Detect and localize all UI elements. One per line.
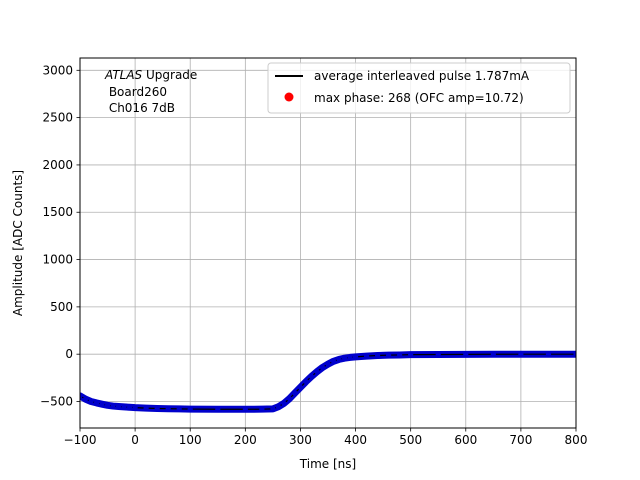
data-point	[463, 351, 469, 357]
series-line	[80, 353, 576, 410]
data-point	[408, 352, 414, 358]
data-point	[292, 390, 298, 396]
legend-entry-max-phase: max phase: 268 (OFC amp=10.72)	[314, 91, 524, 105]
y-axis: −500 0 500 1000 1500 2000 2500 3000	[40, 63, 80, 409]
annotation-upgrade: Upgrade	[142, 68, 197, 82]
plot-area	[80, 350, 576, 413]
y-tick-label: 500	[50, 300, 73, 314]
data-point	[297, 384, 304, 390]
x-tick-label: 300	[289, 433, 312, 447]
y-tick-label: 2000	[42, 158, 73, 172]
x-tick-label: 0	[131, 433, 139, 447]
data-point	[88, 398, 94, 405]
data-point	[435, 351, 441, 358]
x-tick-label: 600	[454, 433, 477, 447]
x-axis-label: Time [ns]	[299, 457, 356, 471]
data-point	[176, 406, 182, 412]
x-tick-label: 700	[509, 433, 532, 447]
annotation: ATLAS Upgrade Board260 Ch016 7dB	[104, 68, 197, 115]
data-point	[127, 404, 133, 410]
y-tick-label: −500	[40, 395, 73, 409]
data-point	[259, 406, 265, 412]
y-axis-label: Amplitude [ADC Counts]	[11, 170, 25, 316]
data-point	[270, 406, 276, 412]
y-tick-label: 2500	[42, 111, 73, 125]
data-point	[99, 401, 105, 407]
data-point	[242, 406, 248, 412]
legend: average interleaved pulse 1.787mA max ph…	[267, 62, 571, 114]
data-point	[82, 396, 89, 402]
data-point	[132, 405, 138, 411]
data-point	[104, 402, 111, 408]
plot-frame	[79, 57, 577, 429]
data-point	[314, 369, 320, 375]
data-point	[215, 406, 221, 412]
data-point	[363, 353, 370, 359]
data-point	[286, 396, 293, 402]
x-tick-label: 800	[565, 433, 588, 447]
y-tick-label: 3000	[42, 63, 73, 77]
annotation-line1: ATLAS Upgrade	[104, 68, 197, 82]
data-point	[115, 403, 122, 410]
data-point	[143, 405, 149, 411]
data-point	[490, 351, 496, 357]
y-tick-label: 1500	[42, 205, 73, 219]
data-point	[375, 352, 381, 359]
data-point	[165, 406, 171, 412]
y-tick-label: 0	[65, 347, 73, 361]
data-point	[303, 379, 309, 385]
x-tick-label: 400	[344, 433, 367, 447]
data-point	[281, 400, 287, 406]
x-axis: −100 0 100 200 300 400 500 600 700 800	[64, 428, 588, 447]
data-point	[518, 351, 524, 357]
annotation-line2: Board260	[105, 85, 167, 99]
data-point	[347, 354, 353, 361]
data-point	[308, 373, 315, 380]
data-point	[121, 404, 127, 410]
data-point	[93, 400, 100, 406]
data-point	[341, 355, 348, 361]
data-point	[397, 352, 403, 358]
annotation-atlas: ATLAS	[104, 68, 143, 82]
data-point	[352, 354, 359, 360]
data-point	[325, 361, 331, 367]
data-point	[573, 351, 576, 357]
annotation-line3: Ch016 7dB	[105, 101, 175, 115]
data-point	[336, 356, 342, 362]
data-point	[187, 406, 193, 412]
data-point	[154, 405, 160, 412]
data-point	[386, 352, 392, 358]
x-tick-label: −100	[64, 433, 97, 447]
data-point	[275, 404, 281, 410]
x-tick-label: 200	[234, 433, 257, 447]
x-tick-label: 100	[179, 433, 202, 447]
data-point	[545, 351, 552, 357]
legend-entry-pulse: average interleaved pulse 1.787mA	[314, 69, 530, 83]
data-point	[319, 364, 326, 371]
legend-box	[267, 62, 571, 114]
x-tick-label: 500	[399, 433, 422, 447]
data-point	[110, 403, 116, 409]
data-point	[80, 393, 83, 399]
data-point	[330, 358, 337, 364]
legend-dot-marker	[284, 92, 294, 102]
y-tick-label: 1000	[42, 253, 73, 267]
